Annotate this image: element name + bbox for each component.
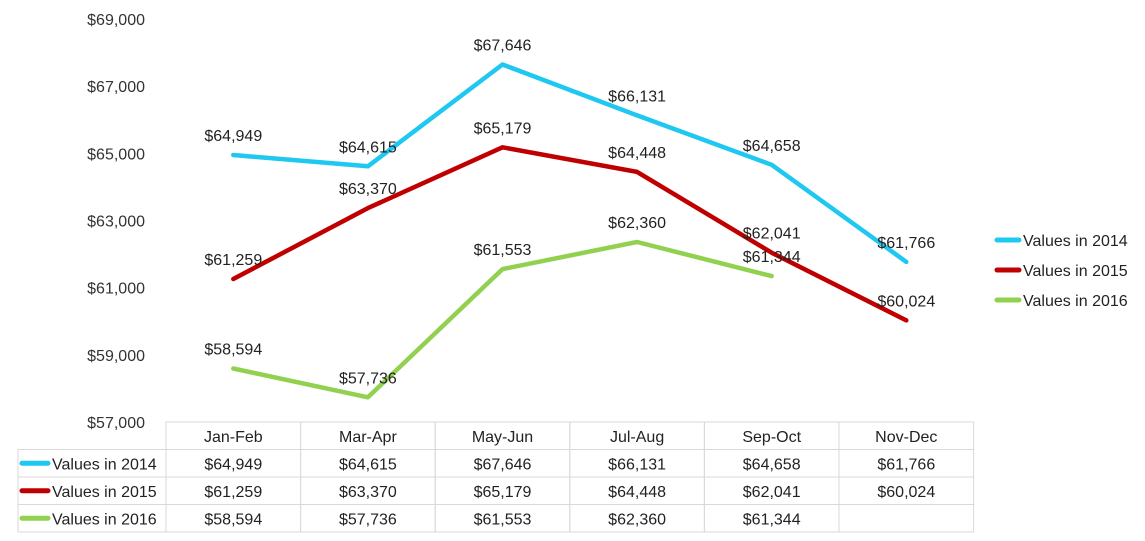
data-label: $63,370 — [339, 181, 397, 198]
y-tick-label: $57,000 — [87, 415, 145, 432]
series-line — [231, 145, 909, 323]
data-label: $61,766 — [877, 235, 935, 252]
y-tick-label: $59,000 — [87, 348, 145, 365]
data-label: $61,259 — [204, 252, 262, 269]
table-cell-value: $62,360 — [608, 512, 666, 529]
y-tick-label: $69,000 — [87, 12, 145, 29]
table-category-label: Sep-Oct — [742, 429, 801, 446]
y-axis: $57,000 $59,000 $61,000 $63,000 $65,000 $67,0… — [87, 12, 145, 432]
data-label: $64,615 — [339, 139, 397, 156]
data-label: $60,024 — [877, 293, 935, 310]
table-cell-value: $64,658 — [743, 457, 801, 474]
series-lines — [231, 62, 909, 400]
table-cell-value: $66,131 — [608, 457, 666, 474]
series-line — [231, 62, 909, 265]
data-label: $58,594 — [204, 341, 262, 358]
y-tick-label: $65,000 — [87, 146, 145, 163]
data-label: $66,131 — [608, 88, 666, 105]
legend-label: Values in 2016 — [1023, 293, 1128, 310]
data-label: $62,041 — [743, 226, 801, 243]
table-cell-value: $64,448 — [608, 484, 666, 501]
table-cell-value: $57,736 — [339, 512, 397, 529]
table-cell-value: $61,766 — [877, 457, 935, 474]
table-series-name: Values in 2015 — [52, 484, 157, 501]
data-label: $64,658 — [743, 138, 801, 155]
table-cell-value: $60,024 — [877, 484, 935, 501]
legend: Values in 2014 Values in 2015 Values in 20… — [994, 233, 1128, 310]
legend-label: Values in 2014 — [1023, 233, 1128, 250]
data-label: $62,360 — [608, 215, 666, 232]
data-label: $67,646 — [474, 37, 532, 54]
y-tick-label: $67,000 — [87, 79, 145, 96]
y-tick-label: $61,000 — [87, 281, 145, 298]
legend-label: Values in 2015 — [1023, 263, 1128, 280]
table-cell-value: $61,259 — [204, 484, 262, 501]
data-label: $64,949 — [204, 128, 262, 145]
table-cell-value: $61,553 — [474, 512, 532, 529]
table-cell-value: $65,179 — [474, 484, 532, 501]
data-label: $61,553 — [474, 242, 532, 259]
table-cell-value: $63,370 — [339, 484, 397, 501]
table-cell-value: $62,041 — [743, 484, 801, 501]
table-cell-value: $61,344 — [743, 512, 801, 529]
table-cell-value: $67,646 — [474, 457, 532, 474]
data-labels: $64,949 $64,615 $67,646 $66,131 $64,658 $61,7… — [204, 37, 935, 387]
table-category-label: Jul-Aug — [610, 429, 664, 446]
data-label: $57,736 — [339, 370, 397, 387]
data-label: $61,344 — [743, 249, 801, 266]
table-series-name: Values in 2016 — [52, 512, 157, 529]
table-category-label: Nov-Dec — [875, 429, 937, 446]
table-cell-value: $64,949 — [204, 457, 262, 474]
series-line — [231, 239, 774, 400]
table-series-name: Values in 2014 — [52, 457, 157, 474]
table-category-label: Mar-Apr — [339, 429, 397, 446]
data-label: $65,179 — [474, 120, 532, 137]
table-category-label: May-Jun — [472, 429, 533, 446]
table-cell — [838, 504, 975, 533]
data-table: Jan-Feb Mar-Apr May-Jun Jul-Aug Sep-Oct Nov-D… — [17, 421, 975, 533]
y-tick-label: $63,000 — [87, 214, 145, 231]
data-label: $64,448 — [608, 145, 666, 162]
table-cell-value: $58,594 — [204, 512, 262, 529]
table-cell-value: $64,615 — [339, 457, 397, 474]
table-category-label: Jan-Feb — [204, 429, 263, 446]
